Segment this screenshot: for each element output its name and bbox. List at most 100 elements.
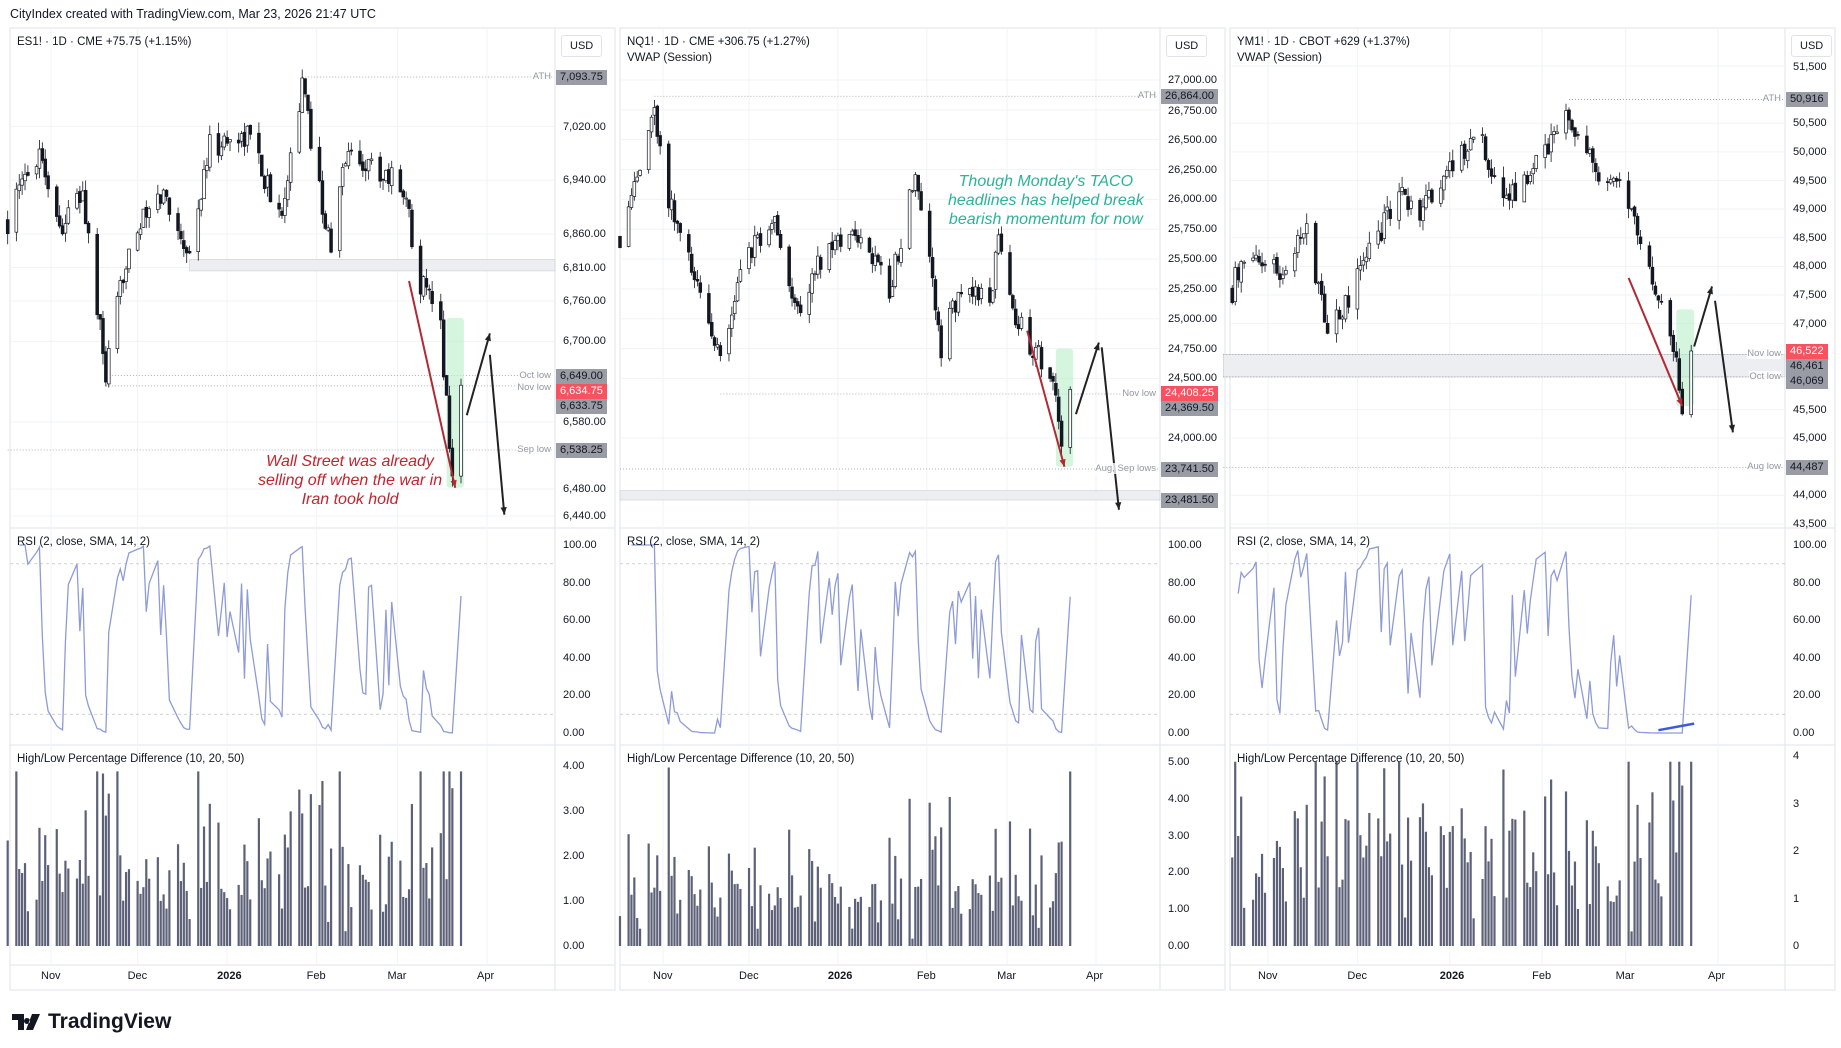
rsi-pane-label[interactable]: RSI (2, close, SMA, 14, 2) [1237,536,1370,548]
vwap-indicator-label[interactable]: VWAP (Session) [627,52,712,64]
hl-bar [350,907,353,946]
rsi-line[interactable] [19,544,462,734]
candle-body [893,253,898,287]
hl-bar [833,896,837,946]
hl-bar [217,822,220,946]
candle-body [184,247,189,254]
rsi-line[interactable] [631,544,1071,734]
candle-body [1534,155,1538,169]
candle-body [1059,420,1064,447]
hl-bar [1609,901,1612,946]
hl-bar [1585,820,1588,946]
panel-1[interactable] [618,27,1226,991]
candle-body [956,291,961,313]
candle-body [689,253,694,273]
candle-body [796,301,800,307]
hl-bar [1591,830,1594,946]
rsi-line[interactable] [1237,545,1692,734]
candle-body [1448,161,1452,172]
hl-bar [168,870,171,946]
date-tick: Apr [1086,970,1104,982]
hl-bar [1403,917,1407,946]
tradingview-logo[interactable]: TradingView [12,1010,171,1034]
currency-button[interactable]: USD [1166,35,1208,57]
projected-up-arrow[interactable] [465,333,491,416]
symbol-info[interactable]: NQ1! · 1D · CME +306.75 (+1.27%) [627,36,810,48]
hl-bar [1627,761,1630,946]
hl-bar [891,903,894,946]
selloff-arrow[interactable] [1627,277,1684,407]
rsi-divergence-line[interactable] [1658,722,1695,732]
projected-down-arrow[interactable] [1100,347,1120,510]
hl-bar [819,887,822,946]
hl-bar [107,793,110,946]
hl-bar [324,885,327,946]
candle-body [758,233,763,246]
hl-bar [1547,874,1550,946]
vwap-indicator-label[interactable]: VWAP (Session) [1237,52,1322,64]
symbol-info[interactable]: YM1! · 1D · CBOT +629 (+1.37%) [1237,36,1410,48]
panel-2[interactable] [1222,27,1836,991]
hl-bar [713,907,716,946]
annotation-note[interactable]: Wall Street was already selling off when … [258,452,442,509]
hl-pane-label[interactable]: High/Low Percentage Difference (10, 20, … [1237,753,1465,765]
candle-body [707,293,711,324]
candle-body [265,175,270,188]
hl-bar [856,901,860,946]
currency-button[interactable]: USD [561,35,603,57]
hl-bar [1448,831,1451,946]
candle-body [459,384,463,477]
candle-body [973,286,978,297]
hl-bar [957,885,960,946]
candle-body [652,107,657,116]
date-tick: Feb [1532,970,1552,982]
panel-0[interactable] [5,27,616,991]
symbol-info[interactable]: ES1! · 1D · CME +75.75 (+1.15%) [17,36,192,48]
projected-down-arrow[interactable] [488,354,506,515]
annotation-note[interactable]: Though Monday's TACO headlines has helped… [948,172,1144,229]
candle-body [646,130,651,170]
candle-body [407,199,411,209]
candle-body [1650,266,1655,285]
rsi-pane-label[interactable]: RSI (2, close, SMA, 14, 2) [17,536,150,548]
candle-body [1462,143,1467,159]
candle-body [916,174,920,192]
hl-bar [1054,873,1057,946]
candle-body [225,137,229,144]
hl-bar [35,899,38,946]
hl-bar [1299,867,1302,946]
hl-bar [1338,887,1341,946]
candle-body [81,190,85,202]
hl-pane-label[interactable]: High/Low Percentage Difference (10, 20, … [17,753,245,765]
candle-body [135,232,140,251]
hl-bar [246,861,249,946]
rsi-pane-label[interactable]: RSI (2, close, SMA, 14, 2) [627,536,760,548]
candle-body [1334,309,1339,335]
projected-up-arrow[interactable] [1693,286,1713,347]
candle-body [75,193,79,209]
projected-down-arrow[interactable] [1714,300,1734,433]
hl-bar [402,896,405,946]
hl-bar [228,909,232,946]
candle-body [1275,257,1279,274]
price-tick: 6,860.00 [563,227,606,240]
hl-bar [390,841,393,946]
selloff-arrow[interactable] [408,280,457,489]
candle-body [1242,261,1246,264]
hl-pane-label[interactable]: High/Low Percentage Difference (10, 20, … [627,753,855,765]
hl-bar [1487,861,1490,946]
hl-bar [733,884,736,946]
candle-body [1656,295,1661,301]
candle-body [262,176,267,189]
hl-bar [179,881,183,946]
hl-bar [226,898,229,946]
candle-body [899,248,903,263]
hl-bar [260,880,263,946]
selloff-arrow[interactable] [1026,330,1066,468]
chart-header-title: CityIndex created with TradingView.com, … [10,7,376,21]
hl-bar [347,864,350,946]
currency-button[interactable]: USD [1791,35,1833,57]
projected-up-arrow[interactable] [1074,342,1100,415]
last-price-tag: 6,634.75 [556,383,607,399]
